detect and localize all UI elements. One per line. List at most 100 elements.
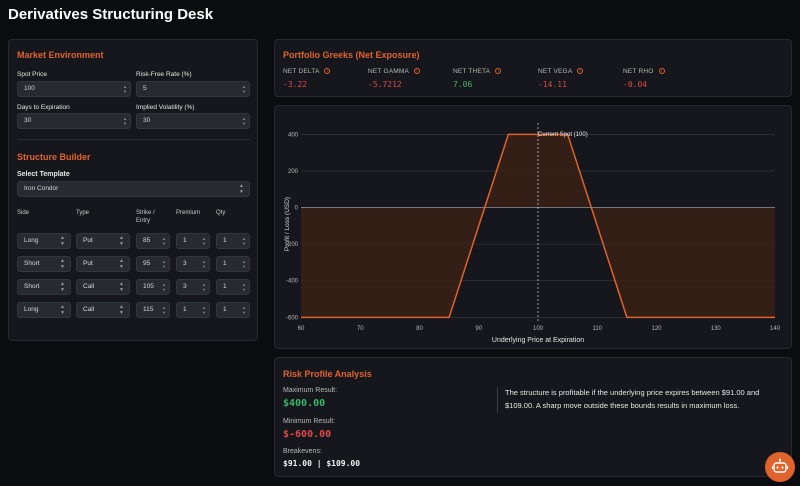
template-label: Select Template xyxy=(17,171,70,178)
leg-type-select[interactable]: Call ▲ ▼ xyxy=(76,302,130,318)
spot-label: Spot Price xyxy=(17,71,47,78)
leg-type-select[interactable]: Put ▲ ▼ xyxy=(76,233,130,249)
risk-note: The structure is profitable if the under… xyxy=(505,388,760,410)
stepper-icon[interactable]: ▲ ▼ xyxy=(162,259,166,269)
assistant-button[interactable] xyxy=(765,452,795,482)
leg-type-select[interactable]: Put ▲ ▼ xyxy=(76,256,130,272)
x-tick-label: 110 xyxy=(592,326,602,332)
divider xyxy=(17,139,250,140)
stepper-icon[interactable]: ▲ ▼ xyxy=(242,305,246,315)
x-tick-label: 130 xyxy=(711,326,722,332)
leg-qty-input[interactable]: 1 ▲ ▼ xyxy=(216,302,250,318)
col-side: Side xyxy=(17,210,30,216)
spot-marker-label: Current Spot (100) xyxy=(538,132,588,138)
y-tick-label: 0 xyxy=(295,206,299,212)
stepper-icon[interactable]: ▲ ▼ xyxy=(242,259,246,269)
market-heading: Market Environment xyxy=(17,50,104,60)
chart-panel: -600 -400 -200 0 200 400 60 70 80 90 100 110 120 130 1… xyxy=(274,105,792,349)
info-icon[interactable]: i xyxy=(414,68,421,75)
stepper-icon[interactable]: ▲ ▼ xyxy=(202,305,206,315)
greek-value: -0.04 xyxy=(623,80,648,89)
y-tick-label: -200 xyxy=(286,242,299,248)
greek-value: -5.7212 xyxy=(368,80,402,89)
spot-input[interactable]: 100 ▲ ▼ xyxy=(17,81,131,97)
vol-label: Implied Volatility (%) xyxy=(136,104,195,111)
y-tick-label: 200 xyxy=(288,169,299,175)
chevron-updown-icon: ▲ ▼ xyxy=(119,235,124,247)
leg-side-select[interactable]: Long ▲ ▼ xyxy=(17,302,71,318)
stepper-icon[interactable]: ▲ ▼ xyxy=(123,116,127,126)
info-icon[interactable]: i xyxy=(577,68,584,75)
leg-strike-input[interactable]: 85 ▲ ▼ xyxy=(136,233,170,249)
leg-side-select[interactable]: Short ▲ ▼ xyxy=(17,279,71,295)
breakeven-label: Breakevens: xyxy=(283,448,322,455)
pnl-area xyxy=(301,134,775,318)
payoff-line xyxy=(301,133,775,319)
stepper-icon[interactable]: ▲ ▼ xyxy=(242,236,246,246)
col-qty: Qty xyxy=(216,210,226,216)
greek-value: -14.11 xyxy=(538,80,567,89)
stepper-icon[interactable]: ▲ ▼ xyxy=(202,236,206,246)
leg-strike-input[interactable]: 95 ▲ ▼ xyxy=(136,256,170,272)
x-tick-label: 100 xyxy=(533,326,544,332)
greek-label: NET GAMMA i xyxy=(368,68,421,75)
chevron-updown-icon: ▲ ▼ xyxy=(119,281,124,293)
days-input[interactable]: 30 ▲ ▼ xyxy=(17,113,131,129)
greek-label: NET THETA i xyxy=(453,68,502,75)
page-title: Derivatives Structuring Desk xyxy=(8,6,214,23)
leg-strike-input[interactable]: 115 ▲ ▼ xyxy=(136,302,170,318)
stepper-icon[interactable]: ▲ ▼ xyxy=(162,305,166,315)
vol-input[interactable]: 30 ▲ ▼ xyxy=(136,113,250,129)
template-select[interactable]: Iron Condor ▲ ▼ xyxy=(17,181,250,197)
min-label: Minimum Result: xyxy=(283,418,336,425)
rate-input[interactable]: 5 ▲ ▼ xyxy=(136,81,250,97)
leg-premium-input[interactable]: 1 ▲ ▼ xyxy=(176,302,210,318)
x-tick-label: 70 xyxy=(357,326,364,332)
x-tick-label: 120 xyxy=(651,326,662,332)
info-icon[interactable]: i xyxy=(495,68,502,75)
info-icon[interactable]: i xyxy=(324,68,331,75)
stepper-icon[interactable]: ▲ ▼ xyxy=(242,116,246,126)
risk-panel: Risk Profile Analysis Maximum Result: $4… xyxy=(274,357,792,477)
y-axis-label: Profit / Loss (USD) xyxy=(284,197,291,251)
leg-qty-input[interactable]: 1 ▲ ▼ xyxy=(216,256,250,272)
greek-value: 7.06 xyxy=(453,80,473,89)
chevron-updown-icon: ▲ ▼ xyxy=(239,183,244,195)
x-tick-label: 90 xyxy=(475,326,482,332)
x-axis-label: Underlying Price at Expiration xyxy=(492,337,584,344)
rate-label: Risk-Free Rate (%) xyxy=(136,71,192,78)
leg-premium-input[interactable]: 3 ▲ ▼ xyxy=(176,256,210,272)
bot-icon xyxy=(771,458,789,473)
leg-premium-input[interactable]: 1 ▲ ▼ xyxy=(176,233,210,249)
stepper-icon[interactable]: ▲ ▼ xyxy=(162,282,166,292)
leg-qty-input[interactable]: 1 ▲ ▼ xyxy=(216,233,250,249)
greeks-heading: Portfolio Greeks (Net Exposure) xyxy=(283,50,420,60)
info-icon[interactable]: i xyxy=(658,68,665,75)
y-tick-label: -600 xyxy=(286,315,299,321)
greeks-panel: Portfolio Greeks (Net Exposure) NET DELT… xyxy=(274,39,792,97)
risk-heading: Risk Profile Analysis xyxy=(283,369,372,379)
stepper-icon[interactable]: ▲ ▼ xyxy=(123,84,127,94)
leg-premium-input[interactable]: 3 ▲ ▼ xyxy=(176,279,210,295)
greek-label: NET VEGA i xyxy=(538,68,584,75)
stepper-icon[interactable]: ▲ ▼ xyxy=(242,84,246,94)
stepper-icon[interactable]: ▲ ▼ xyxy=(202,259,206,269)
max-value: $400.00 xyxy=(283,398,326,409)
leg-qty-input[interactable]: 1 ▲ ▼ xyxy=(216,279,250,295)
max-label: Maximum Result: xyxy=(283,387,338,394)
leg-side-select[interactable]: Long ▲ ▼ xyxy=(17,233,71,249)
x-tick-label: 60 xyxy=(298,326,305,332)
controls-panel: Market Environment Spot Price 100 ▲ ▼ Risk… xyxy=(8,39,258,341)
col-premium: Premium xyxy=(176,210,201,216)
stepper-icon[interactable]: ▲ ▼ xyxy=(242,282,246,292)
leg-type-select[interactable]: Call ▲ ▼ xyxy=(76,279,130,295)
stepper-icon[interactable]: ▲ ▼ xyxy=(162,236,166,246)
breakeven-value: $91.00 | $109.00 xyxy=(283,459,361,468)
col-type: Type xyxy=(76,210,90,216)
greek-label: NET RHO i xyxy=(623,68,665,75)
leg-strike-input[interactable]: 105 ▲ ▼ xyxy=(136,279,170,295)
payoff-chart: -600 -400 -200 0 200 400 60 70 80 90 100 110 120 130 1… xyxy=(284,123,781,344)
chevron-updown-icon: ▲ ▼ xyxy=(60,235,65,247)
leg-side-select[interactable]: Short ▲ ▼ xyxy=(17,256,71,272)
stepper-icon[interactable]: ▲ ▼ xyxy=(202,282,206,292)
